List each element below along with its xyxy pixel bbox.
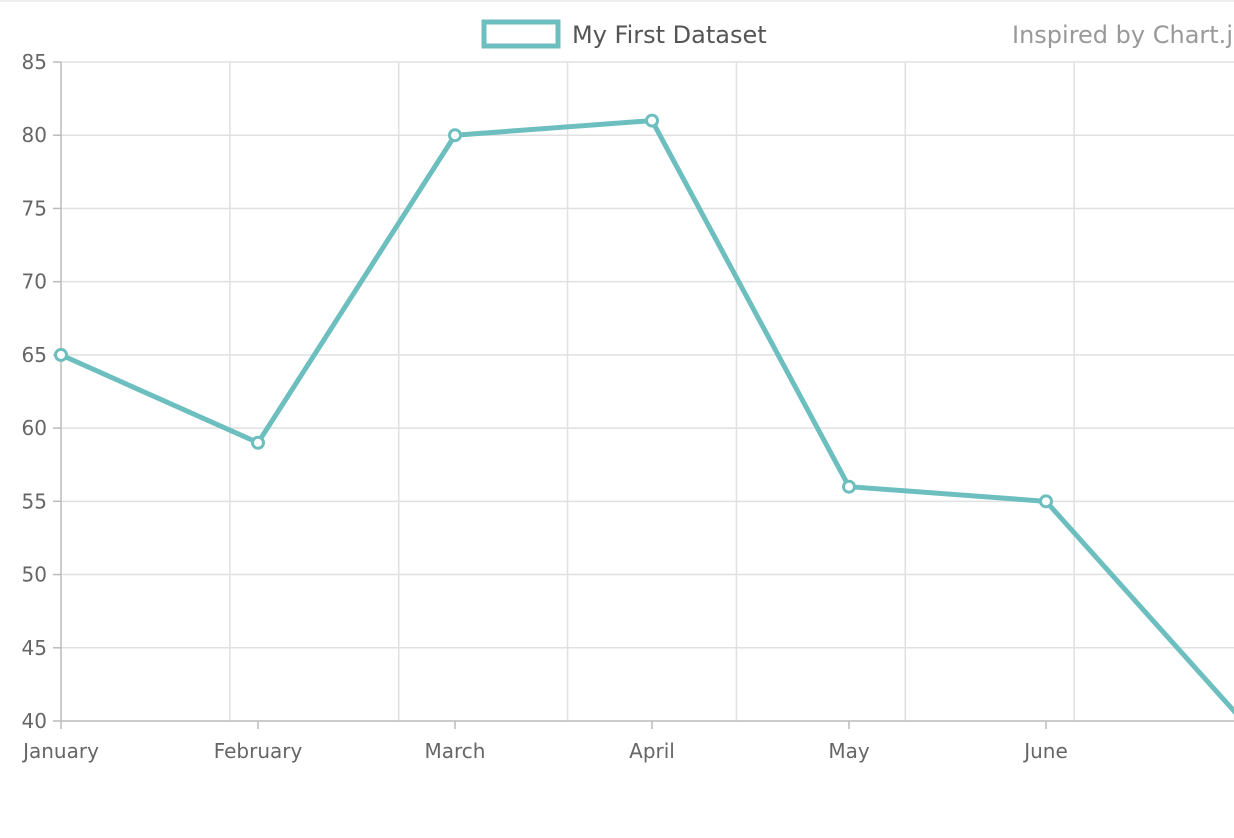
y-tick-label: 85 bbox=[22, 50, 47, 74]
legend-label[interactable]: My First Dataset bbox=[572, 21, 767, 49]
y-tick-label: 80 bbox=[22, 123, 47, 147]
y-tick-label: 60 bbox=[22, 416, 47, 440]
series-line bbox=[59, 118, 1234, 715]
y-tick-label: 75 bbox=[22, 196, 47, 220]
y-tick-label: 55 bbox=[22, 489, 47, 513]
credit-text: Inspired by Chart.js bbox=[1012, 21, 1234, 49]
data-point[interactable] bbox=[842, 479, 856, 494]
y-tick-label: 50 bbox=[22, 563, 47, 587]
data-point[interactable] bbox=[251, 435, 265, 450]
axis-layer bbox=[53, 61, 1234, 729]
data-point[interactable] bbox=[448, 128, 462, 143]
top-divider bbox=[0, 0, 1234, 2]
y-tick-label: 70 bbox=[22, 270, 47, 294]
x-tick-label: February bbox=[214, 739, 303, 763]
x-tick-label: April bbox=[629, 739, 675, 763]
x-tick-label: June bbox=[1022, 739, 1068, 763]
x-tick-label: January bbox=[21, 739, 99, 763]
legend[interactable]: My First Dataset bbox=[481, 19, 767, 49]
grid-layer bbox=[61, 61, 1234, 721]
x-tick-label: March bbox=[425, 739, 486, 763]
y-tick-label: 45 bbox=[22, 636, 47, 660]
y-tick-label: 40 bbox=[22, 709, 47, 733]
y-tick-label: 65 bbox=[22, 343, 47, 367]
series-layer bbox=[54, 113, 1234, 715]
data-point[interactable] bbox=[1039, 494, 1053, 509]
x-tick-labels: JanuaryFebruaryMarchAprilMayJuneJ bbox=[21, 739, 1068, 763]
y-tick-labels: 40 45 50 55 60 65 70 75 80 85 bbox=[22, 50, 47, 733]
data-point[interactable] bbox=[54, 347, 68, 362]
legend-swatch[interactable] bbox=[481, 19, 561, 49]
x-tick-label: May bbox=[828, 739, 870, 763]
data-point[interactable] bbox=[645, 113, 659, 128]
